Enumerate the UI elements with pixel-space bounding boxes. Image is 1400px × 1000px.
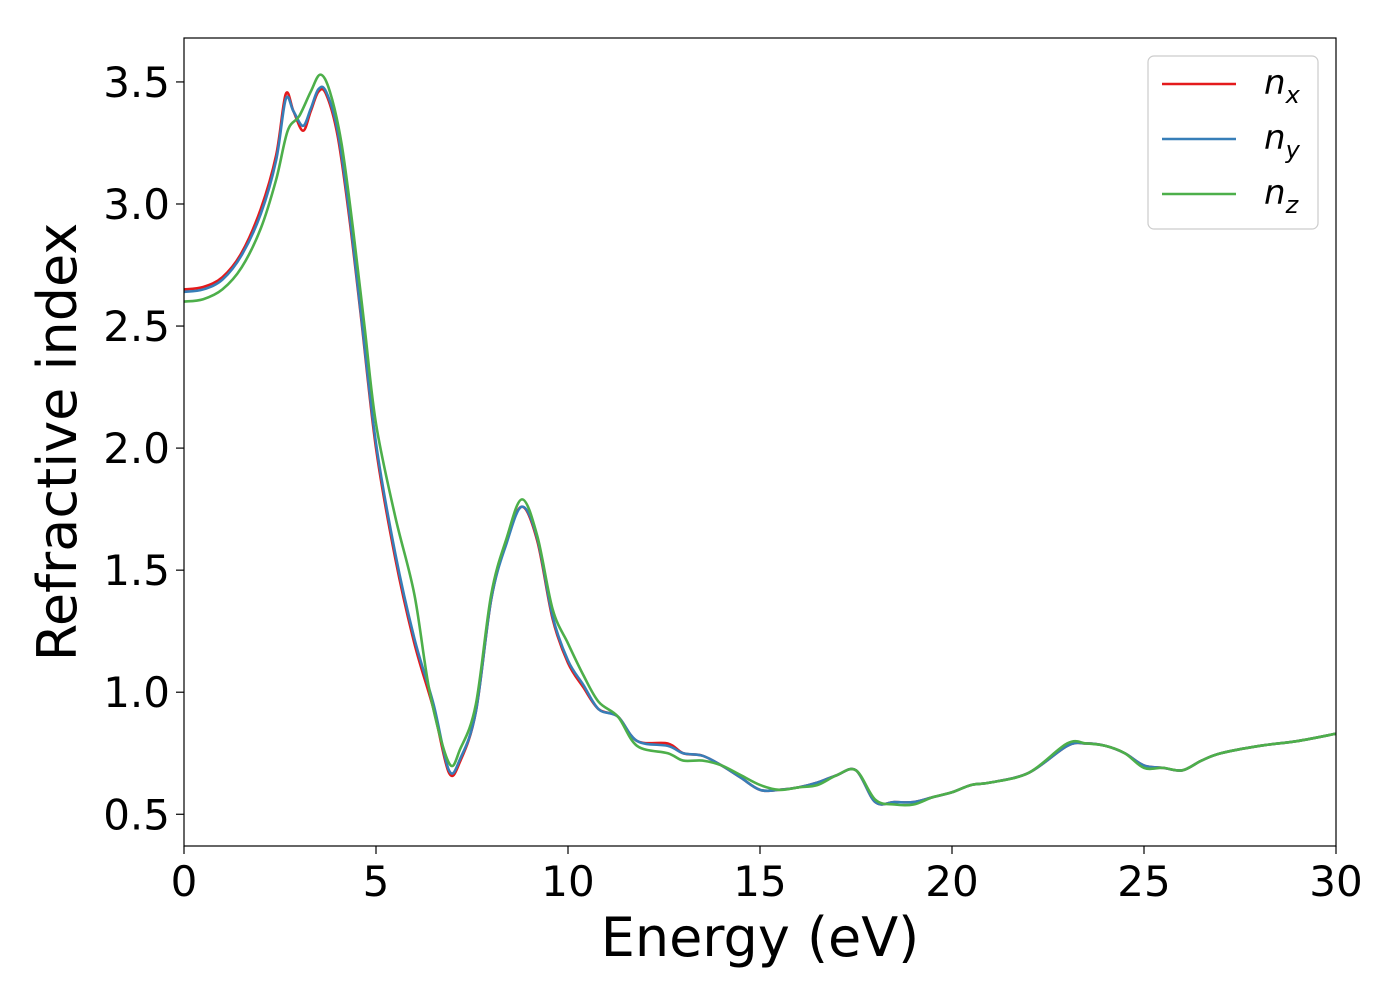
series-layer bbox=[184, 73, 1336, 807]
legend-label-y: ny bbox=[1264, 118, 1301, 164]
y-tick-label: 1.5 bbox=[103, 546, 170, 595]
series-line-z bbox=[184, 73, 1336, 807]
x-tick-label: 25 bbox=[1117, 857, 1170, 906]
legend-label-x: nx bbox=[1264, 63, 1301, 109]
x-axis: 0 5 10 15 20 25 30 bbox=[171, 846, 1363, 906]
legend-label-subscript: z bbox=[1285, 191, 1300, 219]
x-tick-label: 5 bbox=[363, 857, 390, 906]
legend-label-z: nz bbox=[1264, 173, 1300, 219]
y-tick-label: 2.5 bbox=[103, 302, 170, 351]
legend-label-base: n bbox=[1264, 173, 1286, 213]
y-tick-label: 0.5 bbox=[103, 790, 170, 839]
x-tick-label: 0 bbox=[171, 857, 198, 906]
y-tick-label: 1.0 bbox=[103, 668, 170, 717]
y-axis-title: Refractive index bbox=[26, 223, 89, 662]
y-axis: 0.5 1.0 1.5 2.0 2.5 3.0 3.5 bbox=[103, 58, 184, 839]
x-axis-title: Energy (eV) bbox=[601, 906, 920, 969]
legend-label-subscript: x bbox=[1285, 81, 1301, 109]
x-tick-label: 30 bbox=[1309, 857, 1362, 906]
y-tick-label: 2.0 bbox=[103, 424, 170, 473]
x-tick-label: 20 bbox=[925, 857, 978, 906]
y-tick-label: 3.0 bbox=[103, 180, 170, 229]
legend-label-base: n bbox=[1264, 118, 1286, 158]
x-tick-label: 10 bbox=[541, 857, 594, 906]
legend-label-subscript: y bbox=[1285, 136, 1301, 164]
x-tick-label: 15 bbox=[733, 857, 786, 906]
legend-box bbox=[1147, 55, 1319, 230]
legend-label-base: n bbox=[1264, 63, 1286, 103]
y-tick-label: 3.5 bbox=[103, 58, 170, 107]
